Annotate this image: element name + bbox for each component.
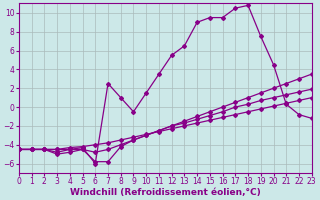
X-axis label: Windchill (Refroidissement éolien,°C): Windchill (Refroidissement éolien,°C) [70,188,261,197]
